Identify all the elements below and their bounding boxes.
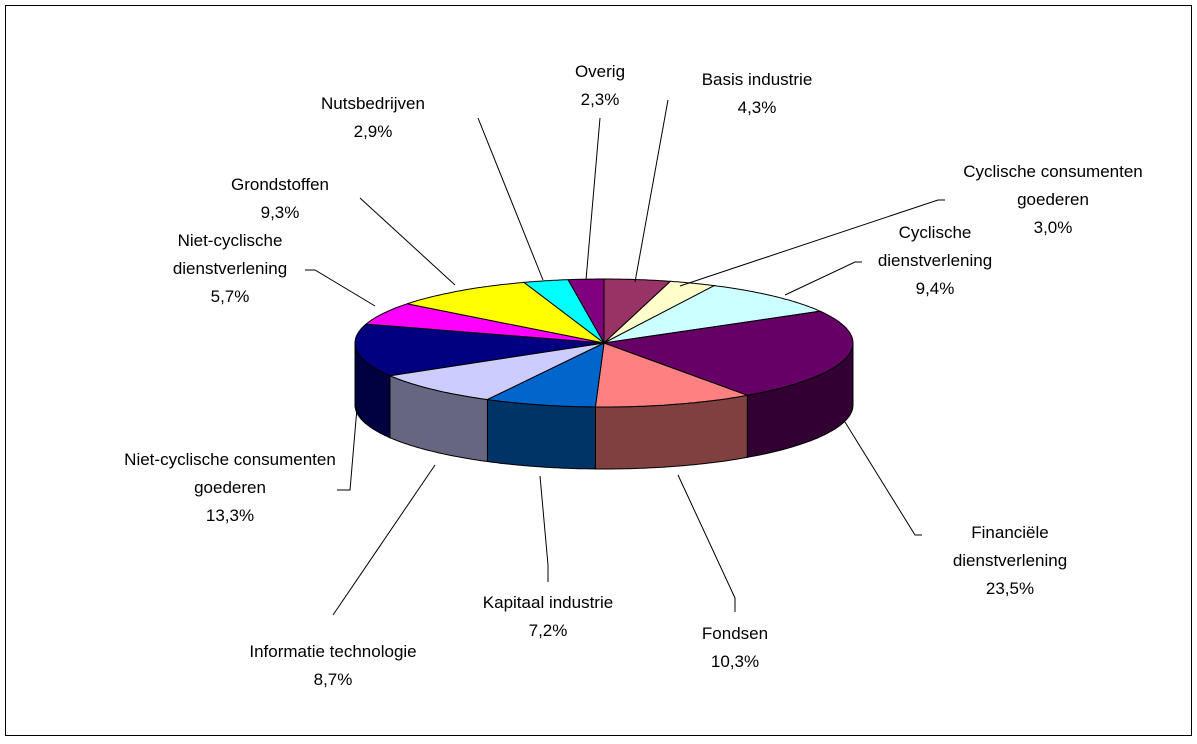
data-label: Fondsen 10,3% — [660, 620, 810, 676]
leader-line — [585, 117, 601, 281]
leader-line — [634, 99, 669, 283]
pie-slice — [603, 310, 854, 396]
category-label: Fondsen — [701, 624, 769, 643]
value-label: 9,4% — [915, 279, 955, 298]
pie-slice — [485, 342, 605, 408]
pie-side — [486, 398, 596, 470]
data-label: Kapitaal industrie 7,2% — [448, 589, 648, 645]
leader-line — [359, 197, 456, 286]
value-label: 5,7% — [210, 287, 250, 306]
value-label: 23,5% — [985, 579, 1035, 598]
category-label: Informatie technologie — [249, 642, 417, 661]
pie-slice — [603, 285, 822, 344]
pie-slice — [594, 342, 750, 408]
value-label: 3,0% — [1033, 218, 1073, 237]
value-label: 10,3% — [710, 652, 760, 671]
value-label: 13,3% — [205, 506, 255, 525]
leader-line — [332, 464, 436, 616]
pie-slice — [406, 281, 605, 344]
data-label: Cyclische consumenten goederen 3,0% — [938, 158, 1168, 242]
pie-slice — [354, 323, 605, 377]
value-label: 7,2% — [528, 621, 568, 640]
leader-line — [679, 199, 945, 287]
data-label: Cyclische dienstverlening 9,4% — [855, 219, 1015, 303]
category-label: Niet-cyclische dienstverlening — [172, 231, 288, 278]
category-label: Niet-cyclische consumenten goederen — [124, 450, 336, 497]
data-label: Informatie technologie 8,7% — [208, 638, 458, 694]
leader-line — [539, 475, 549, 582]
data-label: Nutsbedrijven 2,9% — [288, 90, 458, 146]
data-label: Financiële dienstverlening 23,5% — [923, 519, 1098, 603]
category-label: Nutsbedrijven — [321, 94, 425, 113]
pie-slice — [603, 280, 717, 344]
leader-line — [844, 421, 922, 536]
category-label: Cyclische dienstverlening — [877, 223, 993, 270]
data-label: Niet-cyclische consumenten goederen 13,3% — [115, 446, 345, 530]
category-label: Overig — [574, 62, 626, 81]
leader-line — [337, 407, 358, 491]
leader-line — [305, 269, 376, 307]
pie-slice — [522, 279, 605, 344]
category-label: Basis industrie — [701, 70, 813, 89]
value-label: 2,9% — [353, 122, 393, 141]
leader-line — [677, 474, 736, 612]
value-label: 4,3% — [737, 98, 777, 117]
pie-slice — [387, 342, 605, 401]
leader-line — [477, 117, 544, 281]
category-label: Kapitaal industrie — [482, 593, 614, 612]
category-label: Financiële dienstverlening — [952, 523, 1068, 570]
category-label: Grondstoffen — [231, 175, 329, 194]
value-label: 9,3% — [260, 203, 300, 222]
value-label: 8,7% — [313, 670, 353, 689]
leader-line — [784, 261, 862, 296]
pie-slice — [364, 303, 605, 344]
data-label: Basis industrie 4,3% — [657, 66, 857, 122]
data-label: Grondstoffen 9,3% — [200, 171, 360, 227]
data-label: Overig 2,3% — [550, 58, 650, 114]
category-label: Cyclische consumenten goederen — [963, 162, 1143, 209]
data-label: Niet-cyclische dienstverlening 5,7% — [145, 227, 315, 311]
value-label: 2,3% — [580, 90, 620, 109]
